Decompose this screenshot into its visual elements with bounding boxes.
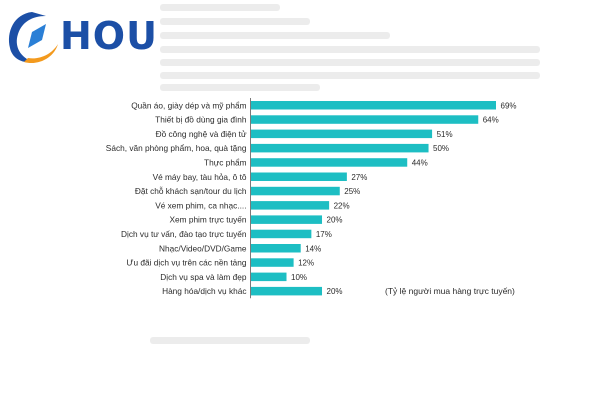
- bar: [251, 272, 287, 282]
- bar: [251, 258, 294, 267]
- category-label: Đặt chỗ khách sạn/tour du lịch: [135, 186, 247, 196]
- bar: [251, 143, 429, 153]
- value-label: 69%: [501, 101, 517, 110]
- value-label: 22%: [334, 201, 350, 210]
- bar: [251, 115, 479, 124]
- faded-text-line: [160, 59, 540, 66]
- chart-annotation: (Tỷ lệ người mua hàng trực tuyến): [385, 286, 515, 296]
- bar: [251, 244, 301, 253]
- category-label: Quần áo, giày dép và mỹ phẩm: [131, 100, 246, 110]
- value-label: 14%: [305, 244, 321, 253]
- bar: [251, 201, 330, 210]
- category-label: Vé máy bay, tàu hỏa, ô tô: [153, 172, 247, 182]
- bar: [251, 229, 312, 239]
- category-label: Dịch vụ spa và làm đẹp: [160, 272, 247, 282]
- category-label: Xem phim trực tuyến: [169, 215, 246, 225]
- logo-swoosh-icon: [8, 12, 58, 64]
- hou-logo: HOU: [2, 4, 157, 68]
- value-label: 17%: [316, 230, 332, 239]
- value-label: 25%: [344, 187, 360, 196]
- faded-text-line: [160, 32, 390, 39]
- category-label: Hàng hóa/dịch vụ khác: [162, 286, 246, 296]
- faded-text-line: [150, 337, 310, 344]
- bar: [251, 129, 433, 139]
- bar: [251, 101, 496, 110]
- value-label: 20%: [327, 287, 343, 296]
- category-label: Dịch vụ tư vấn, đào tạo trực tuyến: [121, 229, 247, 239]
- category-label: Đồ công nghệ và điện tử: [156, 129, 247, 139]
- category-label: Sách, văn phòng phẩm, hoa, quà tặng: [106, 143, 247, 153]
- value-label: 44%: [412, 158, 428, 167]
- value-label: 20%: [327, 216, 343, 225]
- faded-text-line: [160, 18, 310, 25]
- value-label: 27%: [351, 173, 367, 182]
- faded-text-line: [160, 4, 280, 11]
- bar: [251, 215, 323, 224]
- value-label: 51%: [437, 130, 453, 139]
- bar: [251, 186, 340, 196]
- category-label: Thiết bị đồ dùng gia đình: [155, 115, 247, 125]
- faded-text-line: [160, 72, 540, 79]
- logo-text: HOU: [60, 14, 158, 58]
- category-label: Nhạc/Video/DVD/Game: [159, 243, 247, 253]
- value-label: 12%: [298, 259, 314, 268]
- faded-text-line: [160, 46, 540, 53]
- category-label: Ưu đãi dịch vụ trên các nền tảng: [126, 258, 246, 268]
- bar: [251, 286, 323, 296]
- value-label: 10%: [291, 273, 307, 282]
- category-label: Vé xem phim, ca nhạc....: [155, 200, 246, 210]
- value-label: 64%: [483, 116, 499, 125]
- faded-text-line: [160, 84, 320, 91]
- bar: [251, 158, 408, 167]
- value-label: 50%: [433, 144, 449, 153]
- category-label: Thực phẩm: [204, 157, 247, 167]
- bar: [251, 172, 347, 181]
